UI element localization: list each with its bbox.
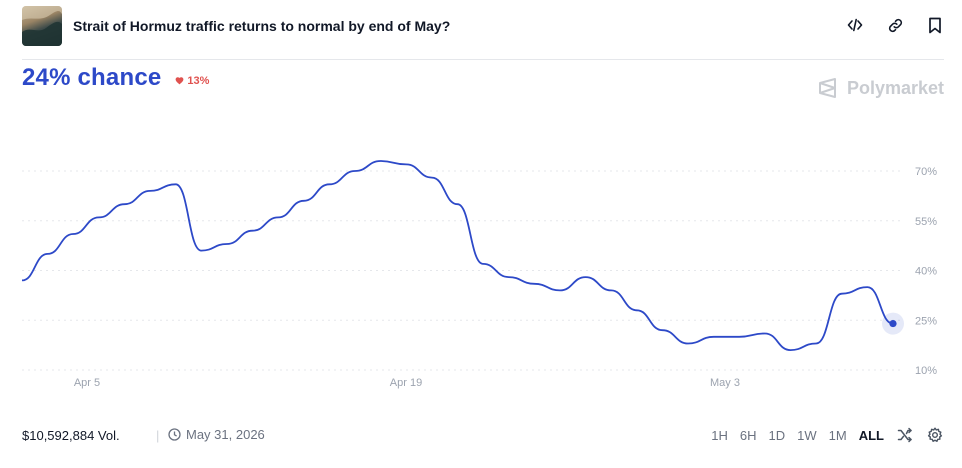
range-1w[interactable]: 1W	[797, 427, 817, 443]
range-1m[interactable]: 1M	[828, 427, 847, 443]
volume-value: $10,592,884 Vol.	[22, 428, 120, 443]
market-title: Strait of Hormuz traffic returns to norm…	[73, 18, 451, 34]
x-tick-label: Apr 19	[390, 377, 422, 389]
clock-icon	[168, 428, 181, 441]
time-range-selector: 1H 6H 1D 1W 1M ALL	[711, 426, 944, 444]
shuffle-icon[interactable]	[896, 426, 914, 444]
header-actions	[846, 16, 944, 34]
market-thumbnail	[22, 6, 62, 46]
chance-value: 24% chance	[22, 64, 162, 91]
y-tick-label: 55%	[915, 216, 937, 228]
y-tick-label: 70%	[915, 166, 937, 178]
market-header: Strait of Hormuz traffic returns to norm…	[22, 6, 944, 46]
range-all[interactable]: ALL	[858, 427, 884, 443]
range-1h[interactable]: 1H	[711, 427, 728, 443]
range-6h[interactable]: 6H	[739, 427, 757, 443]
x-tick-label: Apr 5	[74, 377, 100, 389]
embed-code-icon[interactable]	[846, 16, 864, 34]
x-tick-label: May 3	[710, 377, 740, 389]
chance-summary: 24% chance 13%	[22, 64, 209, 92]
end-date: May 31, 2026	[168, 427, 265, 442]
y-tick-label: 40%	[915, 266, 937, 278]
price-line	[21, 160, 894, 351]
price-chart[interactable]: 10% 25% 40% 55% 70% Apr 5 Apr 19 May 3	[0, 0, 962, 400]
end-date-text: May 31, 2026	[186, 427, 265, 442]
change-badge: 13%	[175, 75, 209, 87]
up-triangle-icon	[176, 77, 184, 85]
link-icon[interactable]	[886, 16, 904, 34]
market-thumbnail-image	[22, 6, 62, 46]
polymarket-logo: Polymarket	[817, 77, 944, 99]
y-tick-label: 25%	[915, 315, 937, 327]
bookmark-icon[interactable]	[926, 16, 944, 34]
chart-footer: $10,592,884 Vol. | May 31, 2026 1H 6H 1D…	[22, 424, 944, 446]
polymarket-wordmark: Polymarket	[846, 77, 944, 98]
footer-separator: |	[156, 428, 160, 443]
change-value: 13%	[187, 75, 210, 87]
header-divider	[22, 59, 944, 60]
last-point-marker	[889, 319, 897, 328]
y-tick-label: 10%	[915, 365, 937, 377]
range-1d[interactable]: 1D	[768, 427, 786, 443]
settings-gear-icon[interactable]	[926, 426, 944, 444]
polymarket-logo-icon	[818, 78, 836, 98]
